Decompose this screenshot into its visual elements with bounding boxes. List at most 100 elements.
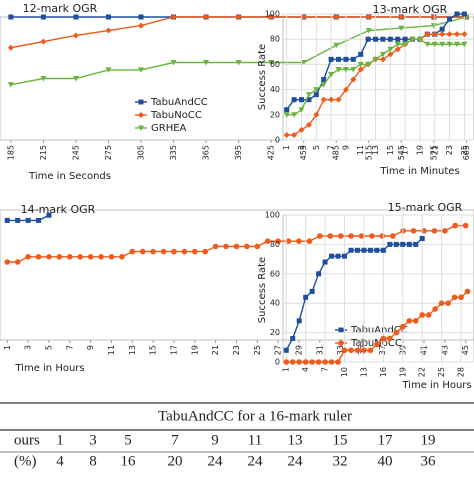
plot-area xyxy=(0,209,474,341)
table-cell: 20 xyxy=(168,453,183,469)
marker xyxy=(138,67,145,73)
legend-label: TabuAndCC xyxy=(350,325,408,336)
marker xyxy=(348,347,354,354)
marker xyxy=(387,46,394,53)
legend-label: TabuNoCC xyxy=(150,110,202,121)
marker xyxy=(7,44,14,51)
table-cell: 16 xyxy=(121,453,137,469)
marker xyxy=(181,248,188,255)
marker xyxy=(138,14,144,20)
marker xyxy=(462,222,469,229)
marker xyxy=(398,25,405,32)
chart-title: 13-mark OGR xyxy=(373,3,448,16)
x-tick-label: 11 xyxy=(107,345,116,355)
marker xyxy=(333,42,340,49)
marker xyxy=(431,31,438,38)
marker xyxy=(328,359,335,365)
table-cell: 8 xyxy=(89,453,97,469)
marker xyxy=(305,92,312,98)
marker xyxy=(313,92,319,98)
x-tick-label: 185 xyxy=(6,145,15,160)
marker xyxy=(40,38,47,45)
marker xyxy=(14,259,21,265)
table-cell: 24 xyxy=(288,453,304,469)
marker xyxy=(439,41,446,48)
marker xyxy=(289,359,296,365)
marker xyxy=(322,259,328,265)
marker xyxy=(424,41,431,48)
marker xyxy=(139,248,146,255)
marker xyxy=(25,217,31,223)
x-tick-label: 365 xyxy=(202,145,211,160)
y-tick-label: 40 xyxy=(270,85,280,94)
marker xyxy=(341,347,348,354)
marker xyxy=(321,77,327,83)
x-tick-label: 10 xyxy=(340,367,349,377)
x-tick-label: 29 xyxy=(294,345,303,355)
marker xyxy=(15,217,21,223)
marker xyxy=(160,248,167,255)
x-tick-label: 11 xyxy=(356,145,365,155)
chart-title: 14-mark OGR xyxy=(21,203,96,216)
marker xyxy=(302,359,309,365)
marker xyxy=(203,14,210,20)
x-axis-label: Time in Minutes xyxy=(379,166,459,177)
marker xyxy=(66,253,73,260)
marker xyxy=(424,31,431,38)
marker xyxy=(406,318,413,324)
y-tick-label: 20 xyxy=(270,328,280,337)
legend-label: TabuAndCC xyxy=(150,97,208,108)
table-cell: 3 xyxy=(89,432,97,448)
marker xyxy=(291,112,298,118)
legend-label: GRHEA xyxy=(151,123,187,134)
marker xyxy=(313,111,320,118)
table-cell: 32 xyxy=(333,453,348,469)
marker xyxy=(461,11,467,17)
marker xyxy=(296,238,302,244)
x-axis-label: Time in Hours xyxy=(401,380,471,391)
marker xyxy=(285,238,292,244)
x-tick-label: 9 xyxy=(86,345,95,350)
marker xyxy=(305,121,312,128)
marker xyxy=(300,60,307,66)
marker xyxy=(409,36,416,43)
marker xyxy=(413,241,419,247)
marker xyxy=(87,253,94,260)
marker xyxy=(316,271,322,277)
marker xyxy=(35,253,42,260)
marker xyxy=(283,347,289,353)
x-tick-label: 23 xyxy=(445,145,454,155)
chart-title: 15-mark OGR xyxy=(388,201,463,214)
x-tick-label: 545 xyxy=(397,145,406,160)
table-cell: 11 xyxy=(248,432,262,448)
marker xyxy=(343,56,349,62)
marker xyxy=(452,222,459,229)
y-tick-label: 0 xyxy=(275,358,280,367)
marker xyxy=(395,36,401,42)
marker xyxy=(458,294,464,301)
x-tick-label: 9 xyxy=(341,145,350,150)
x-tick-label: 1 xyxy=(282,145,291,150)
marker xyxy=(7,82,14,88)
x-tick-label: 15 xyxy=(149,345,158,355)
x-axis-label: Time in Hours xyxy=(14,363,84,374)
marker xyxy=(296,359,302,365)
x-tick-label: 16 xyxy=(379,367,388,377)
marker xyxy=(464,288,471,295)
table-cell: ours xyxy=(14,432,40,448)
table-cell: 24 xyxy=(208,453,224,469)
marker xyxy=(439,26,445,32)
marker xyxy=(309,288,315,294)
marker xyxy=(447,16,453,22)
marker xyxy=(315,359,322,365)
x-tick-label: 5 xyxy=(312,145,321,150)
marker xyxy=(335,253,341,259)
x-tick-label: 17 xyxy=(401,145,410,155)
marker xyxy=(254,243,261,250)
marker xyxy=(348,247,354,253)
marker xyxy=(268,14,275,20)
table-cell: 1 xyxy=(56,432,64,448)
marker xyxy=(170,14,177,20)
marker xyxy=(338,327,344,333)
